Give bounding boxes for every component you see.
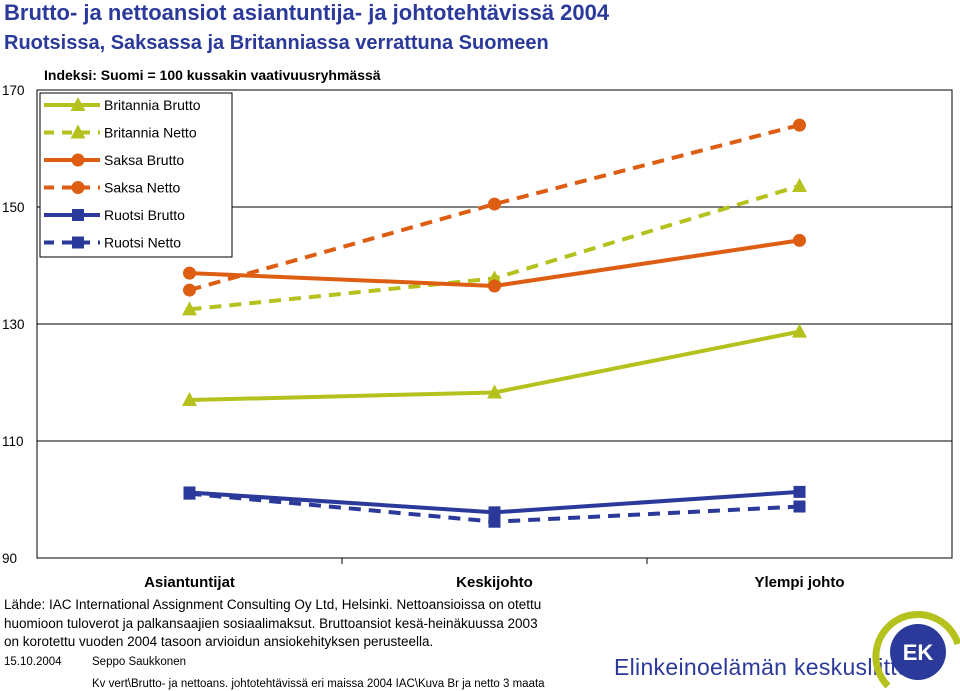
y-axis: 170 150 130 110 90 [2, 83, 25, 566]
x-tick-label: Ylempi johto [755, 574, 845, 591]
svg-text:EK: EK [903, 640, 934, 665]
legend-label: Saksa Netto [104, 180, 180, 196]
data-point [183, 266, 196, 280]
legend-label: Ruotsi Brutto [104, 207, 185, 223]
series-line [188, 123, 801, 292]
legend-label: Britannia Brutto [104, 97, 201, 113]
y-tick-label: 90 [2, 551, 17, 566]
legend-marker [72, 209, 84, 221]
data-point [792, 177, 807, 192]
line-chart: 170 150 130 110 90 Asiantuntijat Keskijohto Yl… [2, 67, 953, 591]
data-point [182, 392, 197, 407]
series-lines [182, 118, 807, 528]
data-point [183, 283, 196, 297]
chart-title: Brutto- ja nettoansiot asiantuntija- ja … [4, 0, 610, 25]
data-point [793, 485, 806, 498]
organization-name: Elinkeinoelämän keskusliitto [614, 654, 911, 680]
legend-label: Saksa Brutto [104, 152, 184, 168]
data-point [793, 118, 806, 132]
legend-marker [70, 124, 86, 139]
y-tick-label: 150 [2, 200, 25, 215]
footer-file-path: Kv vert\Brutto- ja nettoans. johtotehtäv… [92, 678, 545, 690]
data-point [488, 515, 501, 528]
data-point [793, 500, 806, 513]
source-line-1: Lähde: IAC International Assignment Cons… [4, 597, 542, 612]
y-tick-label: 170 [2, 83, 25, 98]
data-point [487, 384, 502, 399]
data-point [793, 233, 806, 247]
y-tick-label: 110 [2, 434, 24, 449]
plot-area [36, 89, 953, 559]
data-point [488, 279, 501, 293]
legend-box [39, 92, 233, 258]
source-line-3: on korotettu vuoden 2004 tasoon arvioidu… [4, 634, 434, 649]
legend-label: Ruotsi Netto [104, 235, 181, 251]
legend-marker [70, 97, 86, 111]
legend-marker [71, 181, 85, 194]
source-line-2: huomioon tuloverot ja palkansaajien sosi… [4, 615, 538, 631]
data-point [183, 487, 196, 500]
legend-marker [72, 236, 84, 249]
x-tick-label: Keskijohto [456, 574, 533, 591]
footer-author: Seppo Saukkonen [92, 656, 186, 668]
footer-date: 15.10.2004 [4, 656, 62, 668]
data-point [792, 323, 807, 338]
y-tick-label: 130 [2, 317, 25, 332]
data-point [488, 506, 501, 519]
ek-logo-icon: EK [872, 611, 960, 689]
chart-title-line2: Ruotsissa, Saksassa ja Britanniassa verr… [4, 32, 549, 54]
legend-label: Britannia Netto [104, 125, 197, 141]
data-point [182, 301, 197, 316]
x-tick-label: Asiantuntijat [144, 574, 235, 591]
legend-marker [71, 153, 85, 167]
data-point [488, 197, 501, 211]
chart-subtitle: Indeksi: Suomi = 100 kussakin vaativuusr… [44, 67, 381, 83]
source-note: Lähde: IAC International Assignment Cons… [4, 596, 604, 652]
legend: Britannia Brutto Britannia Netto Saksa Bru… [39, 92, 233, 258]
x-axis: Asiantuntijat Keskijohto Ylempi johto [144, 558, 845, 591]
